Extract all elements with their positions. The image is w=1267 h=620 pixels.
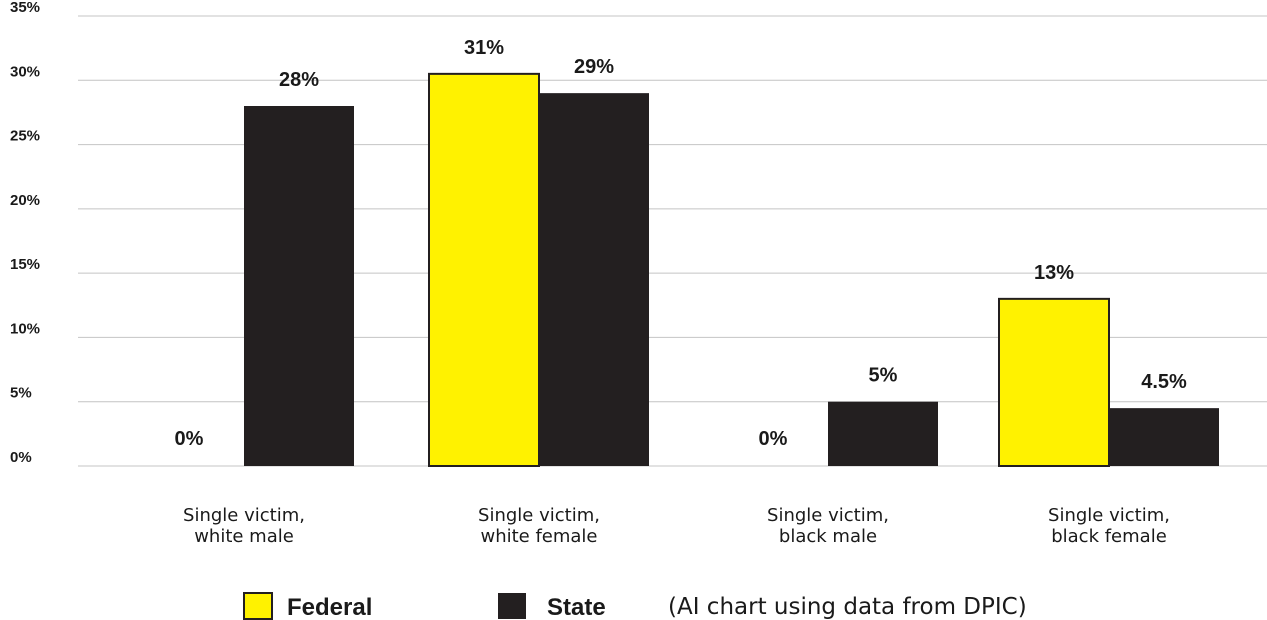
data-labels: 0% 28% 31% 29% 0% 5% 13% 4.5% <box>175 37 1187 450</box>
y-tick-label: 0% <box>10 449 32 466</box>
y-tick-label: 20% <box>10 192 40 209</box>
legend-label-federal: Federal <box>287 594 372 620</box>
x-axis-categories: Single victim, white male Single victim, wh… <box>183 505 1170 547</box>
bar-state <box>244 106 354 466</box>
x-category-label: Single victim, black female <box>1048 505 1170 547</box>
legend-label-state: State <box>547 594 606 620</box>
x-category-label: Single victim, white male <box>183 505 305 547</box>
data-label-state: 29% <box>574 56 614 78</box>
x-category-label: Single victim, black male <box>767 505 889 547</box>
x-category-label: Single victim, white female <box>478 505 600 547</box>
y-tick-label: 5% <box>10 385 32 402</box>
legend: Federal State (AI chart using data from DP… <box>243 592 1027 620</box>
y-tick-label: 10% <box>10 320 40 337</box>
legend-swatch-federal <box>243 592 273 620</box>
y-axis-ticks: 0% 5% 10% 15% 20% 25% 30% 35% <box>10 0 40 466</box>
y-tick-label: 30% <box>10 63 40 80</box>
legend-swatch-state <box>498 593 526 619</box>
data-label-federal: 31% <box>464 37 504 59</box>
data-label-federal: 0% <box>759 428 788 450</box>
data-label-federal: 0% <box>175 428 204 450</box>
data-label-federal: 13% <box>1034 262 1074 284</box>
bars <box>244 72 1219 467</box>
bar-state <box>539 93 649 467</box>
bar-federal <box>998 297 1110 467</box>
bar-federal <box>428 72 540 467</box>
chart-note: (AI chart using data from DPIC) <box>668 594 1027 620</box>
y-tick-label: 25% <box>10 128 40 145</box>
y-tick-label: 15% <box>10 256 40 273</box>
data-label-state: 5% <box>869 365 898 387</box>
bar-state <box>1109 408 1219 466</box>
data-label-state: 28% <box>279 69 319 91</box>
bar-state <box>828 401 938 466</box>
y-tick-label: 35% <box>10 0 40 16</box>
data-label-state: 4.5% <box>1141 371 1187 393</box>
